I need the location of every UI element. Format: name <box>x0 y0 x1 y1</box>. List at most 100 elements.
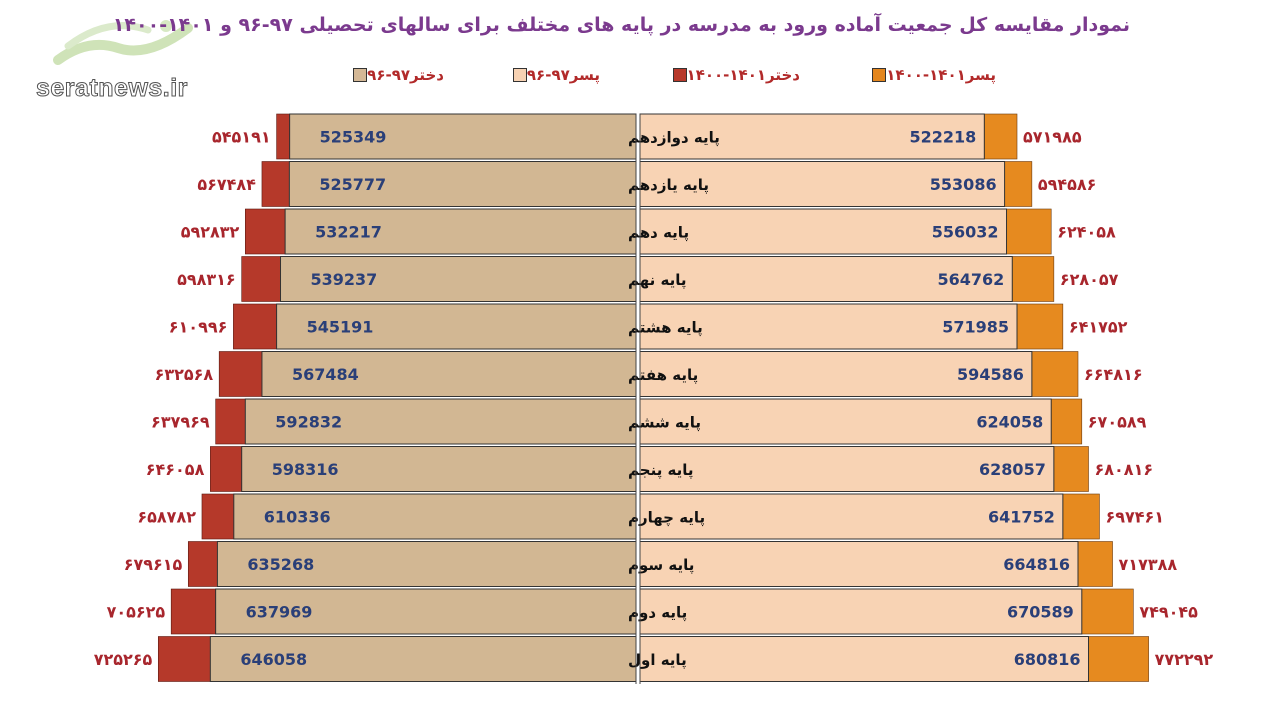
label-boys-1400-9: ۷۱۷۳۸۸ <box>1119 555 1178 574</box>
label-girls-9697-11: 646058 <box>240 650 307 669</box>
legend-swatch-girls-9697 <box>353 68 368 82</box>
label-girls-9697-7: 598316 <box>272 460 339 479</box>
category-label-7: پایه پنجم <box>628 461 694 480</box>
label-boys-9697-1: 553086 <box>930 175 997 194</box>
bar-boys-9697-4 <box>639 303 1018 350</box>
bar-boys-9697-1 <box>639 161 1006 207</box>
bar-girls-1400-10 <box>170 588 216 635</box>
label-boys-1400-7: ۶۸۰۸۱۶ <box>1095 460 1154 479</box>
label-girls-1400-7: ۶۴۶۰۵۸ <box>146 460 205 479</box>
label-girls-1400-9: ۶۷۹۶۱۵ <box>124 555 183 574</box>
label-girls-9697-8: 610336 <box>264 508 331 527</box>
legend-label-girls-1400: دختر۱۴۰۱-۱۴۰۰ <box>686 66 800 84</box>
label-boys-9697-6: 624058 <box>976 413 1043 432</box>
chart-legend: پسر۱۴۰۱-۱۴۰۰ دختر۱۴۰۱-۱۴۰۰ پسر۹۷-۹۶ دختر… <box>296 66 996 90</box>
label-boys-1400-10: ۷۴۹۰۴۵ <box>1139 603 1198 622</box>
label-boys-9697-10: 670589 <box>1007 603 1074 622</box>
bar-boys-9697-7 <box>639 446 1055 492</box>
chart-title-years: ۱۴۰۱-۱۴۰۰ <box>112 14 214 36</box>
label-girls-1400-3: ۵۹۸۳۱۶ <box>177 270 236 289</box>
bar-girls-1400-5 <box>218 351 263 397</box>
bar-boys-9697-5 <box>639 351 1033 397</box>
bar-girls-9697-8 <box>233 493 637 540</box>
site-logo: seratnews.ir <box>30 6 200 103</box>
category-label-11: پایه اول <box>628 651 687 670</box>
legend-item-girls-1400: دختر۱۴۰۱-۱۴۰۰ <box>667 66 800 84</box>
bar-girls-1400-9 <box>187 541 218 587</box>
bar-girls-1400-8 <box>201 493 235 540</box>
label-girls-1400-0: ۵۴۵۱۹۱ <box>212 128 271 147</box>
bar-boys-1400-7 <box>1053 446 1089 492</box>
bar-boys-9697-0 <box>639 113 985 160</box>
label-boys-9697-2: 556032 <box>932 223 999 242</box>
category-label-6: پایه ششم <box>628 414 701 433</box>
bar-boys-1400-3 <box>1011 256 1055 302</box>
bar-boys-1400-0 <box>984 113 1018 160</box>
label-boys-1400-11: ۷۷۲۲۹۲ <box>1155 650 1214 669</box>
label-boys-9697-7: 628057 <box>979 460 1046 479</box>
bar-boys-9697-6 <box>639 398 1052 445</box>
legend-item-girls-9697: دختر۹۷-۹۶ <box>347 66 444 84</box>
label-boys-9697-11: 680816 <box>1014 650 1081 669</box>
bar-girls-1400-7 <box>210 446 242 492</box>
label-boys-9697-8: 641752 <box>988 508 1055 527</box>
label-girls-9697-0: 525349 <box>320 128 387 147</box>
category-label-4: پایه هشتم <box>628 319 703 338</box>
label-girls-9697-10: 637969 <box>246 603 313 622</box>
label-girls-9697-4: 545191 <box>307 318 374 337</box>
label-girls-1400-1: ۵۶۷۴۸۴ <box>197 175 256 194</box>
label-boys-9697-3: 564762 <box>937 270 1004 289</box>
bar-boys-1400-8 <box>1062 493 1100 540</box>
legend-item-boys-9697: پسر۹۷-۹۶ <box>507 66 600 84</box>
label-boys-9697-5: 594586 <box>957 365 1024 384</box>
label-boys-1400-5: ۶۶۴۸۱۶ <box>1084 365 1143 384</box>
label-girls-1400-8: ۶۵۸۷۸۲ <box>137 508 196 527</box>
category-label-9: پایه سوم <box>628 556 694 575</box>
label-girls-1400-10: ۷۰۵۶۲۵ <box>107 603 166 622</box>
logo-site-name: seratnews.ir <box>36 74 188 103</box>
label-boys-1400-0: ۵۷۱۹۸۵ <box>1023 128 1082 147</box>
bar-girls-1400-4 <box>233 303 277 350</box>
bar-girls-1400-0 <box>276 113 290 160</box>
legend-label-girls-9697: دختر۹۷-۹۶ <box>367 66 444 84</box>
legend-swatch-boys-1400 <box>872 68 887 82</box>
legend-label-boys-9697: پسر۹۷-۹۶ <box>526 66 600 84</box>
label-boys-1400-4: ۶۴۱۷۵۲ <box>1069 318 1128 337</box>
bar-boys-9697-10 <box>639 588 1083 635</box>
category-label-5: پایه هفتم <box>628 366 698 385</box>
bar-girls-9697-0 <box>289 113 637 160</box>
bar-girls-1400-6 <box>215 398 246 445</box>
label-girls-9697-2: 532217 <box>315 223 382 242</box>
bar-girls-9697-11 <box>209 636 637 682</box>
bar-boys-1400-5 <box>1031 351 1079 397</box>
label-girls-9697-9: 635268 <box>247 555 314 574</box>
label-girls-1400-11: ۷۲۵۲۶۵ <box>94 650 153 669</box>
bar-boys-1400-10 <box>1081 588 1134 635</box>
label-boys-9697-4: 571985 <box>942 318 1009 337</box>
bar-boys-9697-11 <box>639 636 1090 682</box>
label-girls-1400-2: ۵۹۲۸۳۲ <box>181 223 240 242</box>
bar-boys-1400-2 <box>1006 208 1052 255</box>
bar-boys-1400-1 <box>1004 161 1033 207</box>
bar-girls-9697-5 <box>261 351 637 397</box>
category-label-0: پایه دوازدهم <box>628 129 720 148</box>
label-girls-9697-6: 592832 <box>275 413 342 432</box>
label-girls-1400-6: ۶۳۷۹۶۹ <box>151 413 210 432</box>
chart-title: نمودار مقایسه کل جمعیت آماده ورود به مدر… <box>113 14 1130 36</box>
chart-title-text: نمودار مقایسه کل جمعیت آماده ورود به مدر… <box>220 14 1130 36</box>
bar-boys-9697-3 <box>639 256 1013 302</box>
label-girls-1400-4: ۶۱۰۹۹۶ <box>169 318 228 337</box>
category-label-1: پایه یازدهم <box>628 176 709 195</box>
bar-boys-1400-9 <box>1077 541 1113 587</box>
bar-girls-9697-3 <box>280 256 637 302</box>
category-label-2: پایه دهم <box>628 224 689 243</box>
bar-boys-9697-8 <box>639 493 1064 540</box>
bar-girls-1400-3 <box>241 256 281 302</box>
label-boys-1400-2: ۶۲۴۰۵۸ <box>1057 223 1116 242</box>
bar-boys-9697-2 <box>639 208 1008 255</box>
bar-boys-9697-9 <box>639 541 1079 587</box>
legend-swatch-boys-9697 <box>512 68 527 82</box>
bar-girls-9697-2 <box>284 208 637 255</box>
label-girls-1400-5: ۶۳۲۵۶۸ <box>155 365 214 384</box>
label-boys-1400-1: ۵۹۴۵۸۶ <box>1038 175 1097 194</box>
